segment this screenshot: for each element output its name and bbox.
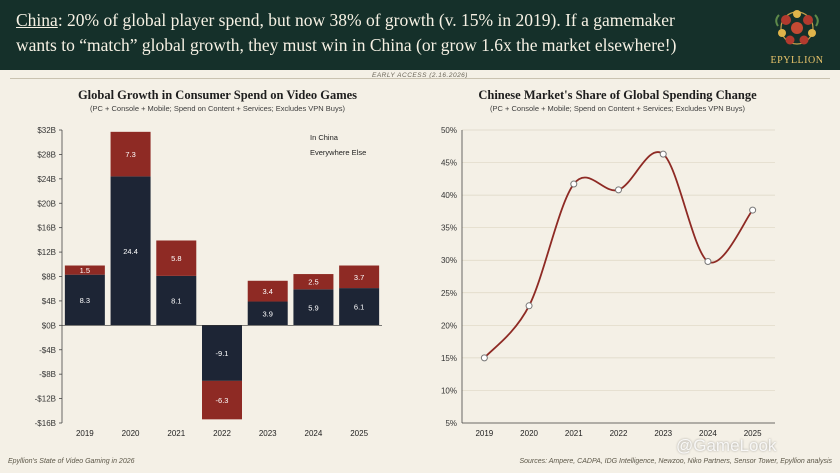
line-chart: 50% 45% 40% 35% 30% 25% 20% 15% 10% 5% 2019 2020 202…: [441, 126, 775, 438]
early-access-label: EARLY ACCESS (2.16.2026): [372, 72, 468, 79]
y-tick-label: $16B: [37, 224, 56, 233]
data-point: [525, 302, 533, 310]
data-label-in-china: 3.7: [354, 273, 364, 282]
data-label-everywhere-else: 8.3: [80, 296, 90, 305]
data-label-in-china: 7.3: [125, 150, 135, 159]
x-tick-label: 2025: [744, 429, 762, 438]
y-tick-label: 15%: [441, 354, 457, 363]
y-tick-label: 30%: [441, 256, 457, 265]
data-label-in-china: -6.3: [216, 396, 229, 405]
series-line: [483, 151, 754, 359]
bar-in-china: [293, 274, 334, 290]
x-tick-label: 2019: [475, 429, 493, 438]
bar-chart: $32B $28B $24B $20B $16B $12B $8B $4B $0B -$4B -$8…: [35, 126, 382, 438]
line-chart-title: Chinese Market's Share of Global Spendin…: [478, 88, 757, 102]
bar-everywhere-else: [156, 275, 197, 326]
y-tick-label: 25%: [441, 289, 457, 298]
y-tick-label: $24B: [37, 175, 56, 184]
bar-everywhere-else: [293, 289, 334, 326]
bar-everywhere-else: [202, 325, 242, 381]
x-tick-label: 2022: [610, 429, 628, 438]
y-tick-label: -$16B: [35, 419, 56, 428]
bar-in-china: [339, 265, 380, 289]
headline-rest: : 20% of global player spend, but now 38…: [57, 10, 675, 30]
bar-chart-subtitle: (PC + Console + Mobile; Spend on Content…: [90, 104, 345, 113]
legend-everywhere-else: Everywhere Else: [310, 148, 366, 157]
flower-wreath-icon: [775, 10, 819, 45]
x-tick-label: 2020: [520, 429, 538, 438]
data-label-everywhere-else: 3.9: [262, 309, 272, 318]
data-label-everywhere-else: 8.1: [171, 297, 181, 306]
headline: China: 20% of global player spend, but n…: [16, 8, 766, 58]
x-tick-label: 2022: [213, 429, 231, 438]
data-label-in-china: 1.5: [80, 266, 90, 275]
data-point: [480, 354, 488, 362]
y-tick-label: $20B: [37, 199, 56, 208]
watermark: @GameLook: [676, 436, 777, 455]
divider: [10, 78, 830, 79]
y-tick-label: 20%: [441, 321, 457, 330]
y-tick-label: 5%: [445, 419, 457, 428]
y-tick-label: $4B: [42, 297, 56, 306]
brand-name: EPYLLION: [770, 55, 824, 66]
y-tick-label: $32B: [37, 126, 56, 135]
y-tick-label: $12B: [37, 248, 56, 257]
y-tick-label: $8B: [42, 273, 56, 282]
footer-right: Sources: Ampere, CADPA, IDG Intelligence…: [519, 458, 832, 465]
y-tick-label: $28B: [37, 150, 56, 159]
header-banner: China: 20% of global player spend, but n…: [0, 0, 840, 70]
bar-in-china: [64, 265, 105, 275]
y-tick-label: $0B: [42, 321, 56, 330]
data-point: [704, 258, 712, 266]
footer-left: Epyllion's State of Video Gaming in 2026: [8, 458, 135, 465]
x-tick-label: 2023: [654, 429, 672, 438]
bar-in-china: [202, 380, 242, 420]
x-tick-label: 2021: [167, 429, 185, 438]
x-tick-label: 2020: [122, 429, 140, 438]
data-point: [615, 186, 622, 194]
x-tick-label: 2025: [350, 429, 368, 438]
bar-everywhere-else: [247, 301, 288, 326]
bar-everywhere-else: [339, 288, 380, 326]
data-label-everywhere-else: -9.1: [216, 349, 229, 358]
bar-everywhere-else: [110, 176, 151, 326]
data-label-everywhere-else: 5.9: [308, 303, 318, 312]
bar-everywhere-else: [64, 274, 105, 326]
bar-in-china: [247, 280, 288, 302]
data-label-in-china: 5.8: [171, 254, 181, 263]
y-tick-label: 35%: [441, 224, 457, 233]
headline-line2: wants to “match” global growth, they mus…: [16, 35, 677, 55]
epyllion-logo: EPYLLION: [768, 6, 826, 66]
x-tick-label: 2024: [305, 429, 323, 438]
legend-in-china: In China: [310, 133, 339, 142]
data-point: [749, 206, 757, 214]
y-tick-label: 10%: [441, 386, 457, 395]
data-label-everywhere-else: 6.1: [354, 303, 364, 312]
data-label-everywhere-else: 24.4: [123, 247, 138, 256]
data-label-in-china: 3.4: [262, 287, 272, 296]
headline-lead: China: [16, 10, 58, 30]
x-tick-label: 2019: [76, 429, 94, 438]
line-chart-subtitle: (PC + Console + Mobile; Spend on Content…: [490, 104, 745, 113]
x-tick-label: 2024: [699, 429, 717, 438]
x-tick-label: 2023: [259, 429, 277, 438]
y-tick-label: -$12B: [35, 395, 56, 404]
y-tick-label: 50%: [441, 126, 457, 135]
y-tick-label: 45%: [441, 159, 457, 168]
bar-in-china: [156, 240, 197, 276]
y-tick-label: -$8B: [39, 370, 56, 379]
y-tick-label: -$4B: [39, 346, 56, 355]
data-label-in-china: 2.5: [308, 278, 318, 287]
bar-in-china: [110, 131, 151, 177]
data-point: [570, 180, 578, 188]
y-tick-label: 40%: [441, 191, 457, 200]
data-point: [659, 150, 667, 158]
x-tick-label: 2021: [565, 429, 583, 438]
bar-chart-title: Global Growth in Consumer Spend on Video…: [77, 88, 358, 102]
